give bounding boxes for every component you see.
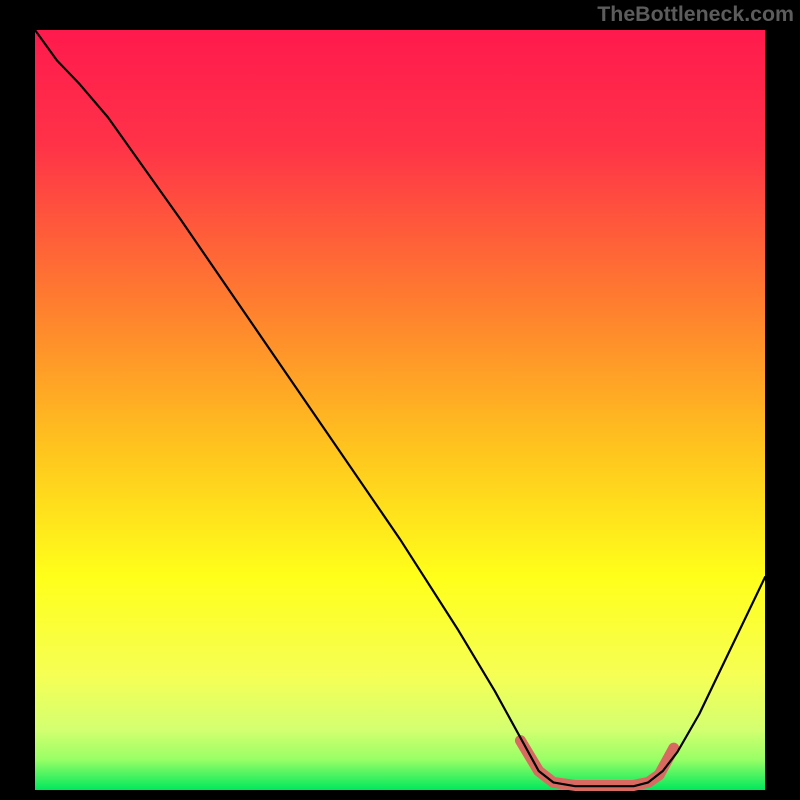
plot-background xyxy=(35,30,765,790)
chart-stage: TheBottleneck.com xyxy=(0,0,800,800)
watermark-text: TheBottleneck.com xyxy=(597,2,794,27)
bottleneck-chart xyxy=(0,0,800,800)
